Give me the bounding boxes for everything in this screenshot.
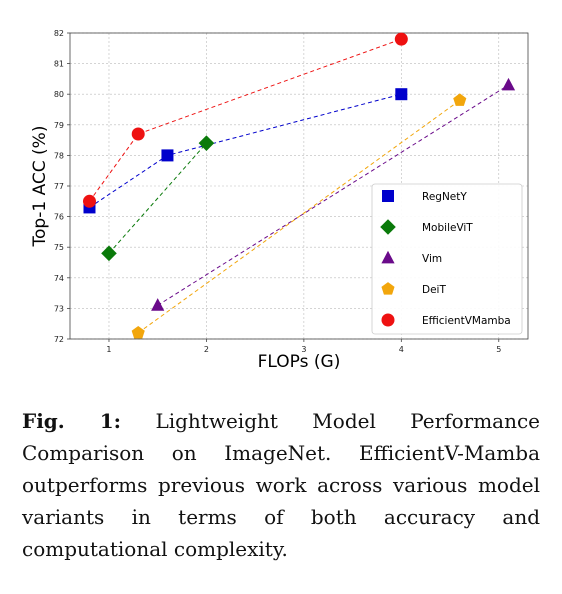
series-line-deit: [137, 99, 461, 334]
data-point-regnety: [395, 88, 408, 101]
y-tick-label: 73: [54, 304, 64, 313]
y-tick-label: 72: [54, 335, 64, 344]
series-line-mobilevit: [108, 142, 207, 254]
legend-box: [371, 183, 523, 335]
data-point-deit: [131, 325, 145, 339]
data-point-vim: [151, 298, 165, 311]
series-layer: [82, 32, 516, 339]
legend-label-deit: DeiT: [422, 284, 446, 296]
data-point-mobilevit: [198, 135, 215, 151]
y-tick-label: 82: [54, 29, 64, 38]
data-point-efficientvmamba: [82, 194, 96, 208]
y-tick-label: 81: [54, 60, 64, 69]
data-point-efficientvmamba: [131, 127, 145, 141]
series-line-vim: [157, 84, 509, 306]
y-tick-label: 74: [54, 274, 64, 283]
y-tick-label: 80: [54, 90, 64, 99]
x-tick-label: 1: [106, 345, 111, 354]
data-point-efficientvmamba: [394, 32, 408, 46]
data-point-regnety: [161, 149, 174, 162]
y-tick-label: 77: [54, 182, 64, 191]
y-tick-label: 78: [54, 151, 64, 160]
series-vim: [151, 77, 516, 311]
chart-container: 1 2 3 4 5 72 73 74 75 76 77 78 79 80 81 82 RegNetY Mobil…: [30, 29, 529, 372]
legend-label-efficientvmamba: EfficientVMamba: [422, 315, 511, 327]
x-tick-label: 4: [399, 345, 404, 354]
x-axis-label: FLOPs (G): [258, 352, 341, 372]
legend-label-vim: Vim: [422, 253, 442, 265]
x-tick-label: 3: [301, 345, 306, 354]
tick-labels: 1 2 3 4 5 72 73 74 75 76 77 78 79 80 81 82: [54, 29, 502, 354]
series-regnety: [83, 88, 408, 214]
series-line-regnety: [89, 93, 402, 208]
y-axis-label: Top-1 ACC (%): [30, 126, 50, 248]
legend-marker-efficientvmamba: [381, 313, 395, 327]
figure-caption: Fig. 1: Lightweight Model Performance Co…: [22, 405, 540, 565]
series-mobilevit: [101, 135, 215, 262]
data-point-deit: [453, 93, 467, 106]
x-tick-label: 5: [496, 345, 501, 354]
data-point-vim: [501, 77, 516, 91]
data-point-mobilevit: [101, 245, 117, 262]
series-efficientvmamba: [82, 32, 408, 208]
y-tick-label: 79: [54, 121, 64, 130]
legend-marker-deit: [381, 282, 395, 295]
legend-label-mobilevit: MobileViT: [422, 222, 473, 234]
y-tick-label: 76: [54, 213, 64, 222]
series-deit: [131, 93, 467, 339]
legend-marker-vim: [381, 250, 395, 264]
caption-text: Lightweight Model Performance Comparison…: [22, 409, 540, 561]
accuracy-vs-flops-chart: 1 2 3 4 5 72 73 74 75 76 77 78 79 80 81 82 RegNetY Mobil…: [30, 29, 529, 372]
caption-label: Fig. 1:: [22, 409, 122, 433]
legend-label-regnety: RegNetY: [422, 191, 467, 203]
legend: RegNetY MobileViT Vim DeiT EfficientVMamba: [371, 183, 523, 335]
series-line-efficientvmamba: [89, 38, 402, 202]
x-tick-label: 2: [204, 345, 209, 354]
y-tick-label: 75: [54, 243, 64, 252]
legend-marker-regnety: [382, 190, 394, 202]
legend-marker-mobilevit: [380, 219, 396, 235]
